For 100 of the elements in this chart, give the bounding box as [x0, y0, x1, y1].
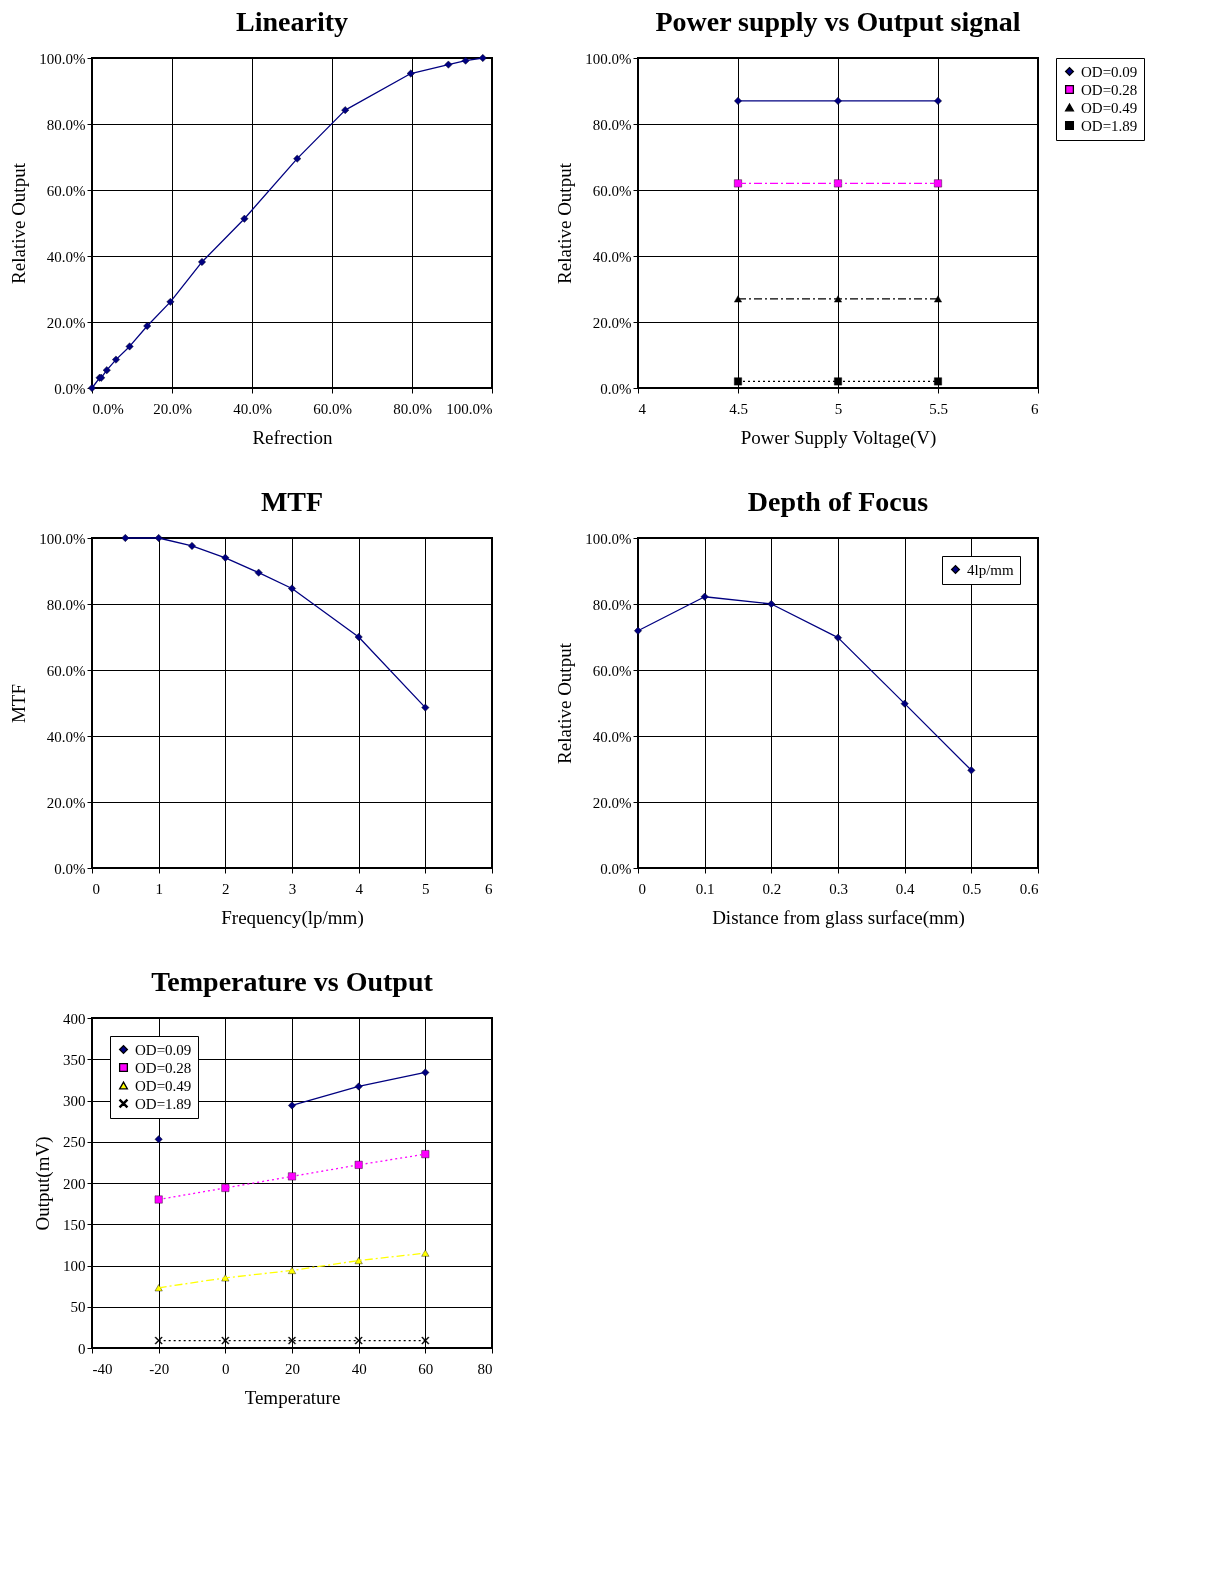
y-tick-label: 150 — [63, 1216, 86, 1233]
y-tick-label: 60.0% — [46, 662, 86, 679]
y-tick-label: 80.0% — [592, 596, 632, 613]
y-tick-label: 20.0% — [46, 794, 86, 811]
x-tick-label: 4 — [355, 880, 364, 897]
point — [700, 592, 709, 601]
point — [254, 568, 263, 577]
legend-label: OD=0.09 — [1081, 63, 1138, 80]
y-tick-label: 100.0% — [39, 50, 86, 67]
x-axis-title: Distance from glass surface(mm) — [712, 906, 965, 929]
y-axis-title: MTF — [8, 683, 30, 724]
x-tick-label: 5.5 — [929, 400, 948, 417]
point — [288, 584, 296, 593]
x-tick-label: 20 — [285, 1360, 300, 1377]
legend-label: OD=1.89 — [135, 1095, 192, 1112]
y-tick-label: 40.0% — [592, 248, 632, 265]
x-tick-label: -20 — [149, 1360, 170, 1377]
x-tick-label: 5 — [422, 880, 430, 897]
x-tick-label: 4.5 — [729, 400, 748, 417]
y-tick-label: 100.0% — [585, 50, 632, 67]
x-tick-label: 6 — [485, 880, 493, 897]
x-tick-label: 0 — [638, 880, 646, 897]
x-tick-label: 60 — [418, 1360, 434, 1377]
x-tick-label: 0 — [222, 1360, 230, 1377]
y-tick-label: 20.0% — [592, 794, 632, 811]
y-tick-label: 100.0% — [585, 530, 632, 547]
chart-title: Depth of Focus — [747, 486, 929, 517]
x-tick-label: 0 — [92, 880, 100, 897]
x-tick-label: 6 — [1031, 400, 1039, 417]
y-tick-label: 20.0% — [592, 314, 632, 331]
x-tick-label: 5 — [834, 400, 843, 417]
point — [188, 542, 196, 550]
chart-title: Linearity — [236, 6, 348, 37]
point — [354, 633, 363, 641]
x-tick-label: 20.0% — [153, 400, 192, 417]
point — [221, 553, 230, 562]
chart-title: Temperature vs Output — [151, 966, 434, 997]
y-tick-label: 100.0% — [39, 530, 86, 547]
y-tick-label: 80.0% — [46, 596, 86, 613]
point — [934, 96, 942, 105]
x-axis-title: Temperature — [244, 1386, 341, 1408]
y-axis-title: Output(mV) — [32, 1136, 54, 1231]
legend-label: OD=1.89 — [1081, 117, 1138, 134]
x-axis-title: Power Supply Voltage(V) — [740, 426, 937, 449]
y-tick-label: 400 — [63, 1010, 86, 1027]
y-tick-label: 0.0% — [54, 380, 86, 397]
x-tick-label: 40 — [351, 1360, 367, 1377]
x-tick-label: 0.5 — [962, 880, 982, 897]
legend-label: 4lp/mm — [967, 561, 1014, 578]
y-tick-label: 0.0% — [600, 860, 632, 877]
point — [934, 295, 942, 303]
point — [734, 179, 742, 188]
point — [634, 626, 642, 635]
x-tick-label: 60.0% — [313, 400, 352, 417]
y-axis-title: Relative Output — [554, 162, 576, 284]
y-tick-label: 0.0% — [54, 860, 86, 877]
y-tick-label: 40.0% — [46, 728, 86, 745]
point — [934, 377, 942, 386]
point — [121, 534, 130, 542]
x-tick-label: 0.4 — [895, 880, 916, 897]
x-tick-label: 1 — [155, 880, 163, 897]
x-tick-label: 2 — [222, 880, 230, 897]
point — [734, 96, 742, 105]
y-tick-label: 350 — [63, 1051, 86, 1068]
y-tick-label: 20.0% — [46, 314, 86, 331]
y-tick-label: 200 — [63, 1175, 86, 1192]
legend-label: OD=0.28 — [135, 1059, 192, 1076]
x-tick-label: 0.0% — [92, 400, 124, 417]
y-tick-label: 60.0% — [592, 182, 632, 199]
y-tick-label: 60.0% — [46, 182, 86, 199]
point — [421, 703, 430, 712]
x-tick-label: 40.0% — [233, 400, 272, 417]
y-tick-label: 80.0% — [46, 116, 86, 133]
point — [734, 377, 742, 386]
x-tick-label: 0.6 — [1019, 880, 1039, 897]
point — [767, 600, 776, 608]
y-tick-label: 300 — [63, 1093, 86, 1109]
y-tick-label: 250 — [63, 1134, 86, 1151]
point — [834, 295, 842, 303]
point — [834, 179, 842, 188]
x-axis-title: Refrection — [252, 426, 334, 448]
y-axis-title: Relative Output — [554, 642, 576, 764]
y-tick-label: 40.0% — [46, 248, 86, 265]
y-tick-label: 0 — [78, 1340, 86, 1357]
x-tick-label: -40 — [92, 1360, 113, 1377]
point — [834, 633, 842, 642]
point — [834, 377, 842, 386]
point — [734, 295, 742, 303]
y-axis-title: Relative Output — [8, 162, 30, 284]
point — [900, 699, 909, 708]
x-tick-label: 80 — [477, 1360, 493, 1377]
legend-label: OD=0.28 — [1081, 81, 1138, 98]
y-tick-label: 100 — [63, 1258, 86, 1274]
x-tick-label: 0.1 — [695, 880, 715, 897]
x-axis-title: Frequency(lp/mm) — [221, 906, 364, 929]
y-tick-label: 60.0% — [592, 662, 632, 679]
point — [934, 179, 942, 188]
y-tick-label: 0.0% — [600, 380, 632, 397]
x-tick-label: 4 — [638, 400, 647, 417]
y-tick-label: 50 — [70, 1299, 86, 1316]
